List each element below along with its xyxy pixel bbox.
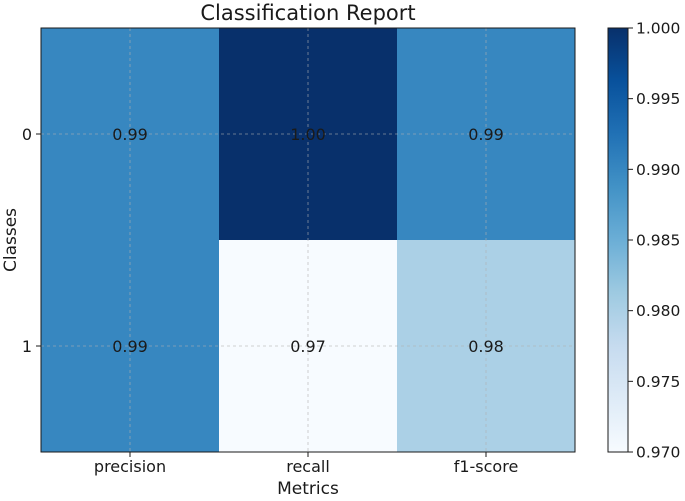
colorbar-tick-label-4: 0.980 [636,302,680,320]
colorbar-tick-label-6: 0.970 [636,444,680,462]
heatmap-cell-0-0 [41,28,220,241]
colorbar-ticks: 1.000 0.995 0.990 0.985 0.980 0.975 0.970 [628,20,680,462]
colorbar-tick-label-3: 0.985 [636,232,680,250]
y-tick-label-1: 1 [22,337,32,356]
colorbar-tick-label-0: 1.000 [636,20,680,38]
cell-label-1-1: 0.97 [290,337,326,356]
cell-label-0-0: 0.99 [112,125,148,144]
x-tick-label-0: precision [94,457,166,476]
colorbar [607,27,629,453]
x-tick-label-1: recall [286,457,330,476]
x-tick-label-2: f1-score [454,457,519,476]
cell-label-0-2: 0.99 [468,125,504,144]
colorbar-tick-label-1: 0.995 [636,90,680,108]
y-tick-label-0: 0 [22,125,32,144]
y-axis-ticks: 01 [22,125,41,356]
chart-title: Classification Report [200,1,415,25]
x-axis-ticks: precision recall f1-score [94,452,518,476]
y-axis-label: Classes [1,208,21,272]
gridlines [41,28,575,452]
cell-label-1-0: 0.99 [112,337,148,356]
x-axis-label: Metrics [277,479,339,497]
colorbar-tick-label-5: 0.975 [636,373,680,391]
cell-label-0-1: 1.00 [290,125,326,144]
cell-label-1-2: 0.98 [468,337,504,356]
cell-value-labels: 0.99 1.00 0.99 0.99 0.97 0.98 [112,125,504,356]
colorbar-tick-label-2: 0.990 [636,161,680,179]
